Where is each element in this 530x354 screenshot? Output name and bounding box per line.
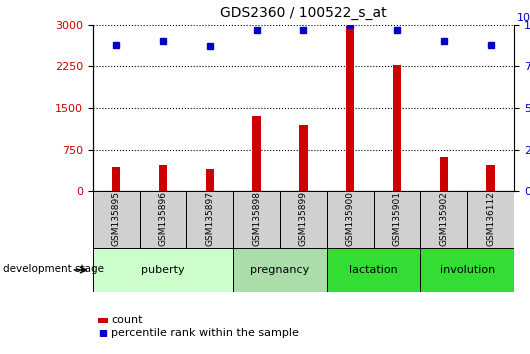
Text: development stage: development stage: [3, 264, 104, 274]
Text: involution: involution: [440, 265, 495, 275]
Bar: [374, 191, 420, 248]
Bar: [299, 125, 307, 191]
Bar: [93, 248, 233, 292]
Bar: [420, 191, 467, 248]
Text: GSM135898: GSM135898: [252, 191, 261, 246]
Bar: [440, 157, 448, 191]
Bar: [393, 65, 401, 191]
Text: 100%: 100%: [517, 13, 530, 23]
Bar: [233, 248, 327, 292]
Bar: [420, 248, 514, 292]
Bar: [206, 169, 214, 191]
Text: GSM135902: GSM135902: [439, 191, 448, 246]
Text: count: count: [111, 315, 143, 325]
Bar: [346, 26, 355, 191]
Text: GSM135896: GSM135896: [158, 191, 167, 246]
Bar: [112, 167, 120, 191]
Text: GSM135901: GSM135901: [393, 191, 402, 246]
Bar: [159, 165, 167, 191]
Text: lactation: lactation: [349, 265, 398, 275]
Bar: [467, 191, 514, 248]
Text: GSM135897: GSM135897: [205, 191, 214, 246]
Bar: [252, 116, 261, 191]
Text: GSM135900: GSM135900: [346, 191, 355, 246]
Bar: [487, 165, 495, 191]
Title: GDS2360 / 100522_s_at: GDS2360 / 100522_s_at: [220, 6, 387, 19]
Text: GSM135899: GSM135899: [299, 191, 308, 246]
Bar: [139, 191, 187, 248]
Bar: [327, 191, 374, 248]
Text: pregnancy: pregnancy: [250, 265, 310, 275]
Bar: [280, 191, 327, 248]
Text: puberty: puberty: [141, 265, 185, 275]
Bar: [233, 191, 280, 248]
Text: GSM136112: GSM136112: [486, 191, 495, 246]
Bar: [93, 191, 139, 248]
Bar: [327, 248, 420, 292]
Text: percentile rank within the sample: percentile rank within the sample: [111, 328, 299, 338]
Bar: [187, 191, 233, 248]
Text: GSM135895: GSM135895: [112, 191, 121, 246]
